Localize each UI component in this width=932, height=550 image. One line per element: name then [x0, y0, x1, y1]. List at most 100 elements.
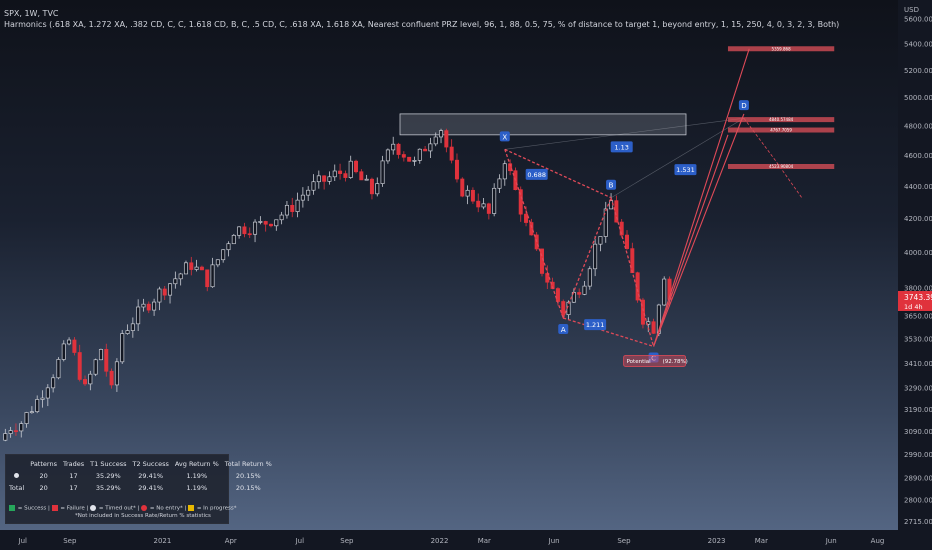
candle-body	[481, 203, 486, 208]
target-line	[727, 127, 835, 133]
ratio-badge	[525, 168, 548, 180]
candle-body	[226, 243, 231, 251]
candle-body	[157, 288, 162, 303]
candle-body	[396, 143, 401, 155]
candle-body	[433, 136, 438, 145]
price-tick-label: 4000.00	[904, 249, 932, 257]
time-tick-label: Jul	[295, 537, 305, 545]
candle-body	[343, 173, 348, 178]
candle-body	[93, 359, 98, 375]
candle-body	[476, 200, 481, 208]
point-badge	[499, 131, 510, 142]
candle-body	[199, 266, 204, 271]
candle-body	[146, 303, 151, 311]
candle-body	[253, 221, 258, 235]
candle-body	[125, 330, 130, 334]
price-tick-label: 2715.00	[904, 518, 932, 526]
target-line	[727, 117, 835, 123]
point-badge	[738, 100, 749, 111]
table-cell: Total	[9, 484, 25, 492]
table-cell: 1.19%	[186, 472, 208, 480]
candle-body	[322, 175, 327, 182]
candle-body	[67, 339, 72, 345]
time-tick-label: Jun	[825, 537, 837, 545]
indicator-title[interactable]: Harmonics (.618 XA, 1.272 XA, .382 CD, C…	[4, 20, 840, 29]
candle-body	[412, 160, 417, 162]
time-tick-label: Mar	[755, 537, 768, 545]
candle-body	[348, 160, 353, 178]
price-tick-label: 2890.00	[904, 475, 932, 483]
price-tick-label: 5200.00	[904, 67, 932, 75]
moon-icon	[14, 473, 20, 478]
price-axis-unit: USD	[904, 6, 919, 14]
candle-body	[449, 146, 454, 161]
candle-body	[354, 160, 359, 173]
price-tick-label: 4400.00	[904, 183, 932, 191]
pattern-guide	[504, 117, 744, 150]
candle-body	[231, 234, 236, 245]
candle-body	[401, 154, 406, 158]
candle-body	[279, 214, 284, 221]
candle-body	[98, 349, 103, 361]
candle-body	[423, 148, 428, 152]
candle-body	[136, 306, 141, 325]
candle-body	[77, 352, 82, 380]
candle-body	[561, 301, 566, 316]
table-cell: 17	[69, 484, 78, 492]
table-header-cell: T2 Success	[132, 460, 169, 468]
pattern-leg	[610, 197, 655, 347]
prz-zone	[399, 113, 687, 136]
success-icon	[9, 505, 15, 511]
candle-body	[109, 370, 114, 386]
candle-body	[486, 203, 491, 214]
table-row: Total 20 17 35.29% 29.41% 1.19% 20.15%	[6, 482, 275, 494]
candle-body	[614, 200, 619, 223]
target-line	[727, 163, 835, 169]
candle-body	[61, 343, 66, 360]
time-tick-label: 2021	[154, 537, 172, 545]
candle-body	[152, 301, 157, 311]
candle-body	[375, 183, 380, 195]
candle-body	[603, 208, 608, 237]
projection-line	[653, 134, 729, 347]
ratio-label: 1.531	[676, 166, 695, 174]
table-cell: 35.29%	[95, 472, 121, 480]
candle-body	[417, 148, 422, 161]
candle-body	[295, 199, 300, 212]
candle-body	[460, 178, 465, 197]
target-label: 5359.868	[772, 46, 792, 51]
price-tick-label: 3650.00	[904, 313, 932, 321]
table-cell: 29.41%	[138, 472, 164, 480]
point-label: A	[561, 326, 566, 334]
stats-legend: = Success | = Failure | = Timed out* | =…	[9, 505, 237, 520]
table-cell: 20.15%	[235, 484, 261, 492]
candle-body	[162, 288, 167, 296]
candle-body	[284, 204, 289, 216]
candle-body	[268, 223, 273, 227]
candle-body	[524, 213, 529, 223]
table-header-cell	[6, 458, 27, 470]
candle-body	[45, 387, 50, 399]
candle-body	[178, 273, 183, 280]
pattern-leg	[563, 317, 654, 348]
table-cell: 29.41%	[138, 484, 164, 492]
projection-line	[653, 113, 745, 347]
row-icon-cell	[6, 470, 27, 482]
time-tick-label: Mar	[478, 537, 491, 545]
table-cell: 1.19%	[186, 484, 208, 492]
projection-line	[653, 48, 750, 347]
candle-body	[237, 226, 242, 236]
candle-body	[598, 236, 603, 245]
point-badge	[606, 179, 617, 190]
table-header-row: Patterns Trades T1 Success T2 Success Av…	[6, 458, 275, 470]
price-tick-label: 2990.00	[904, 451, 932, 459]
symbol-title: SPX, 1W, TVC	[4, 9, 59, 18]
candle-body	[338, 170, 343, 174]
stats-note: *Not included in Success Rate/Return % s…	[75, 512, 211, 519]
candle-body	[290, 204, 295, 212]
price-tick-label: 3800.00	[904, 285, 932, 293]
candle-body	[577, 292, 582, 295]
candle-body	[662, 278, 667, 306]
